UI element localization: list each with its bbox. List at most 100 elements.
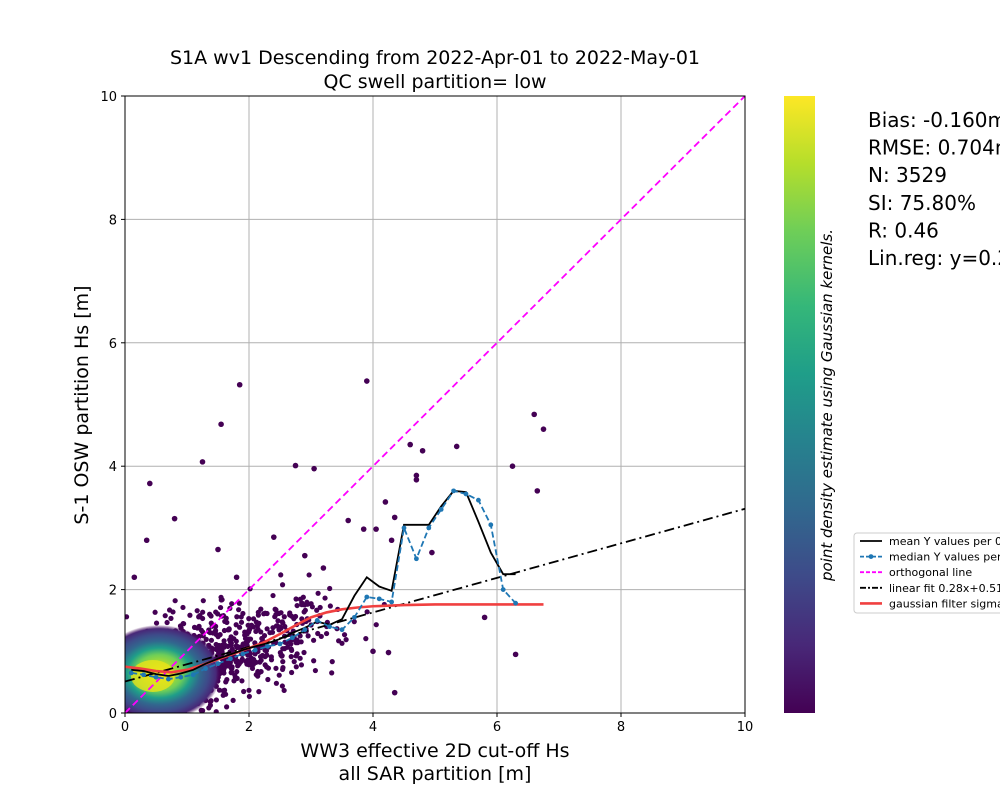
scatter-point-outlier (271, 534, 277, 540)
median-marker (240, 651, 246, 657)
scatter-point (279, 619, 285, 625)
scatter-point-outlier (218, 421, 224, 428)
median-marker (290, 635, 295, 641)
scatter-point-outlier (453, 443, 460, 450)
scatter-point (213, 646, 219, 652)
scatter-point (276, 672, 282, 678)
scatter-point (217, 632, 223, 638)
median-marker (252, 647, 258, 653)
scatter-point (312, 667, 318, 674)
scatter-point (329, 670, 335, 676)
median-marker (364, 594, 370, 600)
scatter-point (234, 614, 240, 620)
scatter-point-outlier (407, 441, 414, 448)
y-tick-label: 8 (109, 213, 117, 228)
scatter-point (229, 601, 235, 607)
scatter-point-outlier (143, 537, 150, 544)
scatter-point (162, 613, 168, 619)
scatter-point (164, 619, 170, 626)
scatter-point (293, 596, 299, 602)
x-axis-label-line1: WW3 effective 2D cut-off Hs (300, 740, 569, 762)
scatter-point (222, 642, 228, 648)
scatter-point (247, 636, 254, 642)
scatter-point (301, 609, 307, 615)
scatter-point (293, 664, 299, 670)
y-tick-label: 6 (109, 337, 117, 352)
scatter-point-outlier (385, 649, 392, 656)
scatter-point (194, 608, 200, 614)
median-marker (488, 522, 494, 528)
scatter-point (246, 687, 252, 693)
scatter-point (207, 702, 213, 708)
scatter-point (262, 654, 268, 660)
y-tick-label: 0 (109, 707, 117, 722)
scatter-point (236, 661, 242, 667)
scatter-point (152, 609, 158, 615)
scatter-point-outlier (147, 480, 153, 487)
stat-line: RMSE: 0.704m (868, 136, 1000, 160)
x-tick-label: 10 (737, 720, 754, 735)
scatter-point (305, 633, 311, 639)
scatter-point (282, 623, 288, 630)
scatter-point-outlier (302, 552, 308, 559)
scatter-point (264, 626, 270, 632)
scatter-point-outlier (292, 462, 299, 469)
scatter-point (254, 622, 261, 628)
scatter-point (208, 613, 214, 619)
scatter-point (258, 668, 264, 675)
scatter-point (199, 615, 206, 622)
scatter-point (258, 629, 264, 635)
colorbar-label: point density estimate using Gaussian ke… (818, 229, 836, 582)
median-marker (153, 674, 159, 680)
legend-label: linear fit 0.28x+0.51 (889, 582, 1000, 595)
scatter-point (208, 620, 214, 626)
grid (124, 95, 746, 714)
median-marker (339, 627, 345, 633)
scatter-point (236, 624, 243, 630)
scatter-point (213, 709, 219, 713)
scatter-point (264, 664, 270, 670)
plot-frame (124, 95, 746, 714)
scatter-point (281, 687, 287, 694)
scatter-point (288, 654, 294, 660)
scatter-point-outlier (311, 465, 317, 472)
y-tick-label: 4 (109, 460, 117, 475)
scatter-point (234, 669, 240, 675)
scatter-point (301, 649, 307, 656)
series-lines (125, 96, 745, 713)
scatter-point (242, 635, 249, 642)
scatter-point (246, 627, 252, 633)
scatter-point (276, 627, 282, 633)
scatter-point (198, 627, 204, 633)
legend-marker (868, 554, 874, 559)
scatter-point (317, 604, 323, 611)
y-axis-label: S-1 OSW partition Hs [m] (71, 285, 93, 524)
linear-fit-line (125, 507, 745, 683)
scatter-point (255, 612, 261, 618)
scatter-point (373, 622, 379, 628)
median-marker (476, 497, 481, 503)
median-marker (314, 618, 320, 623)
stats-block: Bias: -0.160m RMSE: 0.704m N: 3529 SI: 75.8… (868, 108, 1000, 270)
median-marker (141, 672, 147, 678)
scatter-point (298, 662, 305, 668)
scatter-point (336, 638, 342, 644)
y-tick-label: 10 (100, 90, 117, 105)
scatter-point (327, 585, 333, 592)
scatter-point (293, 653, 299, 659)
scatter-point (278, 610, 284, 616)
scatter-point (246, 693, 252, 700)
median-marker (215, 661, 221, 667)
chart-title-line1: S1A wv1 Descending from 2022-Apr-01 to 2… (170, 47, 700, 69)
scatter-point-outlier (215, 546, 221, 553)
scatter-point (273, 680, 280, 686)
scatter-point (248, 622, 255, 628)
scatter-point (180, 604, 186, 611)
scatter-point (228, 665, 235, 672)
scatter-point (221, 687, 228, 693)
scatter-point (200, 609, 206, 615)
scatter-point (241, 688, 247, 695)
scatter-point (270, 625, 276, 631)
scatter-point (256, 689, 262, 695)
scatter-point (351, 619, 357, 625)
